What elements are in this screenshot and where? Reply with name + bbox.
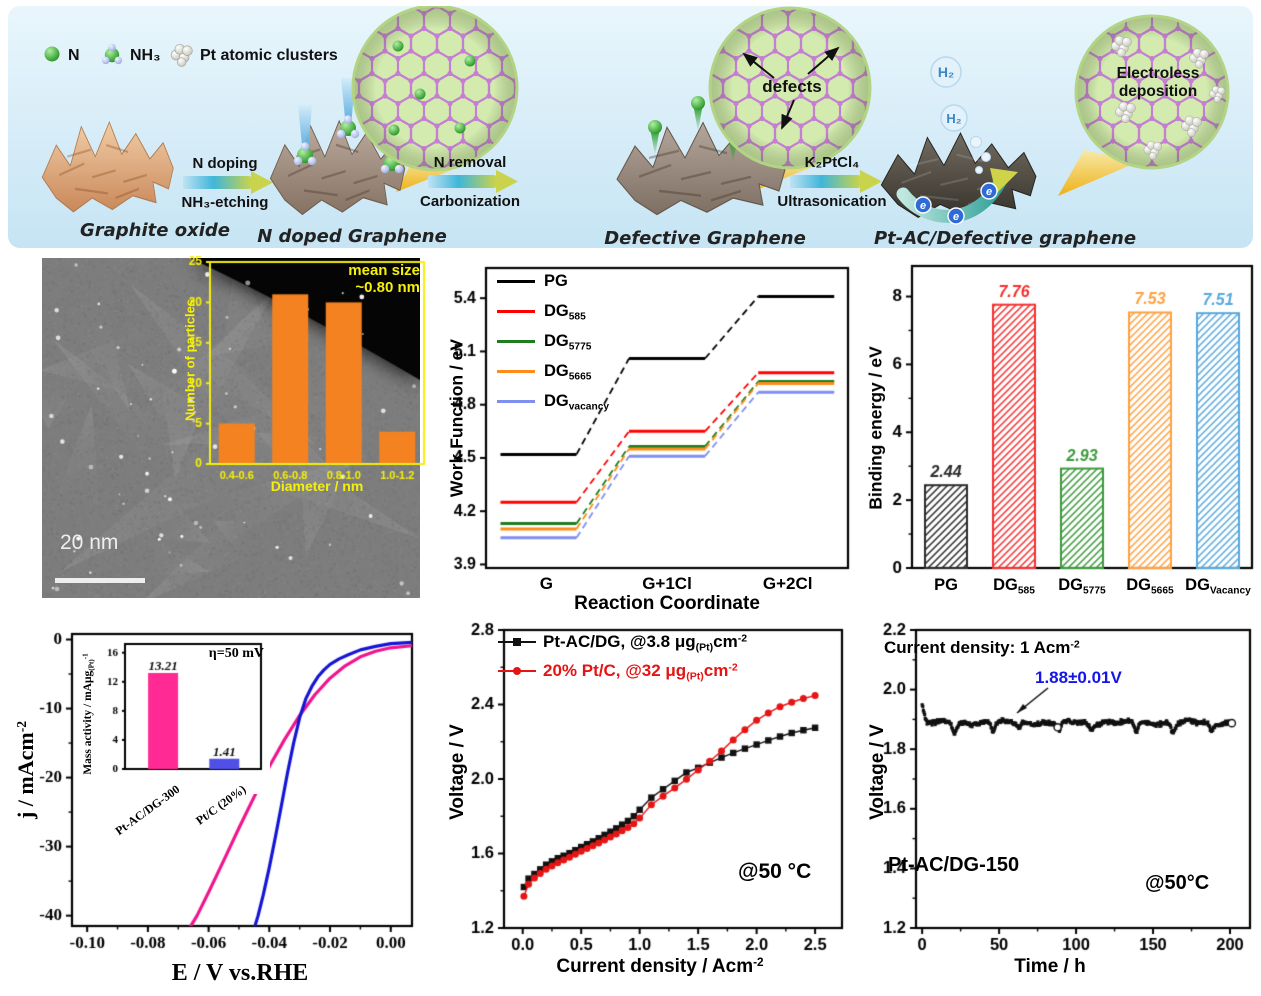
stability-voltage-annotation: 1.88±0.01V [1035,668,1122,687]
work-function-xlabel: Reaction Coordinate [574,593,760,614]
legend-line-swatch [497,369,535,374]
her-xlabel: E / V vs.RHE [171,960,309,986]
size-histogram-chart [180,256,430,504]
svg-text:e: e [920,200,926,212]
mea-legend-label-2: 20% Pt/C, @32 μg(Pt)cm-2 [543,661,738,683]
x-category-label: PG [934,576,958,594]
legend-entry-label: PG [544,272,568,290]
mass-activity-ylabel: Mass activity / mAμg(Pt)-1 [81,653,96,775]
magnifier-electroless: Electroless deposition [1074,14,1230,170]
histogram-annotation-line1: mean size [348,262,420,279]
arrow-n-removal: N removal Carbonization [420,154,520,210]
h2-bubbles: H₂ H₂ [930,56,991,174]
mea-polarization-chart [440,616,860,996]
defects-label: defects [762,77,822,96]
arrow2-bottom-label: Carbonization [420,193,520,210]
work-function-legend-entry: PG [497,272,609,291]
work-function-chart [440,256,860,616]
mea-temperature: @50 °C [738,860,812,883]
arrow1-top-label: N doping [193,155,258,172]
tem-scale-bar [55,578,145,583]
mass-activity-annotation: η=50 mV [208,646,264,661]
mea-legend: Pt-AC/DG, @3.8 μg(Pt)cm-2 20% Pt/C, @32 … [498,632,747,690]
stability-ylabel: Voltage / V [867,724,888,820]
arrow-k2ptcl4: K₂PtCl₄ Ultrasonication [777,154,886,210]
binding-energy-chart [862,256,1261,616]
legend-entry-label: DG585 [544,302,586,323]
magnifier-defects: defects [708,6,872,170]
x-category-label: G+2Cl [762,574,813,593]
x-category-label: DGVacancy [1185,576,1251,597]
x-category-label: G+1Cl [642,574,692,593]
mea-legend-label-1: Pt-AC/DG, @3.8 μg(Pt)cm-2 [543,632,748,654]
magnifier-n-doped [351,6,519,172]
work-function-legend-entry: DG5775 [497,332,609,353]
arrow3-bottom-label: Ultrasonication [777,193,886,210]
mea-legend-marker-1 [498,636,536,648]
mea-xlabel: Current density / Acm-2 [556,956,764,977]
legend-line-swatch [497,279,535,284]
electroless-label-1: Electroless [1117,65,1200,82]
her-ylabel: j / mAcm-2 [13,720,38,820]
stability-temperature: @50°C [1145,872,1210,894]
histogram-annotation-line2: ~0.80 nm [355,279,420,296]
binding-energy-ylabel: Binding energy / eV [865,346,886,510]
mass-activity-inset: η=50 mV Pt-AC/DG-300 Pt/C (20%) [95,636,270,846]
legend-line-swatch [497,399,535,404]
stage-label-graphite-oxide: Graphite oxide [80,220,230,241]
stability-xlabel: Time / h [1014,956,1086,977]
electroless-label-2: deposition [1119,83,1197,100]
legend-n-label: N [68,47,80,64]
schematic-background [8,6,1253,248]
process-schematic: N NH₃ Pt atomic clusters [8,6,1253,248]
mea-legend-marker-2 [498,665,536,677]
svg-text:e: e [986,186,992,198]
schematic-legend: N NH₃ Pt atomic clusters [44,43,338,67]
h2-label-2: H₂ [946,111,961,126]
stage-label-n-doped: N doped Graphene [257,226,447,247]
legend-nh3-label: NH₃ [130,47,161,64]
x-category-label: G [539,574,553,593]
legend-pt-label: Pt atomic clusters [200,47,338,64]
legend-line-swatch [497,339,535,344]
stage-label-defective: Defective Graphene [604,228,806,248]
work-function-legend-entry: DG5665 [497,362,609,383]
stability-sample-label: Pt-AC/DG-150 [888,854,1020,876]
histogram-xlabel: Diameter / nm [270,478,364,494]
mea-ylabel: Voltage / V [447,724,468,820]
work-function-legend-entry: DGvacancy [497,392,610,413]
stability-current-density: Current density: 1 Acm-2 [884,638,1080,657]
tem-scale-label: 20 nm [60,531,119,554]
h2-label-1: H₂ [938,64,954,80]
legend-entry-label: DG5775 [544,332,592,353]
mass-activity-chart [95,636,270,794]
arrow1-bottom-label: NH₃-etching [182,194,269,211]
stage-label-pt-ac: Pt-AC/Defective graphene [874,228,1136,248]
histogram-ylabel: Number of particles [182,298,198,422]
legend-entry-label: DGvacancy [544,392,610,413]
svg-text:e: e [953,211,959,223]
n-atom-icon [44,46,60,62]
stability-chart [862,616,1261,996]
binding-energy-categories: PG DG585 DG5775 DG5665 DGVacancy [912,576,1252,597]
work-function-legend: PG DG585 DG5775 DG5665 DGvacancy [497,272,609,422]
legend-line-swatch [497,309,535,314]
work-function-legend-entry: DG585 [497,302,609,323]
arrow2-top-label: N removal [434,154,507,171]
legend-entry-label: DG5665 [544,362,592,383]
work-function-ylabel: Work Function / eV [446,338,467,498]
arrow3-top-label: K₂PtCl₄ [805,154,860,171]
work-function-categories: G G+1Cl G+2Cl [486,574,848,594]
x-category-label: DG5775 [1058,576,1106,597]
arrow-n-doping: N doping NH₃-etching [182,155,273,211]
x-category-label: DG5665 [1126,576,1174,597]
x-category-label: DG585 [993,576,1035,597]
electron-transfer: e e e [896,168,1018,225]
